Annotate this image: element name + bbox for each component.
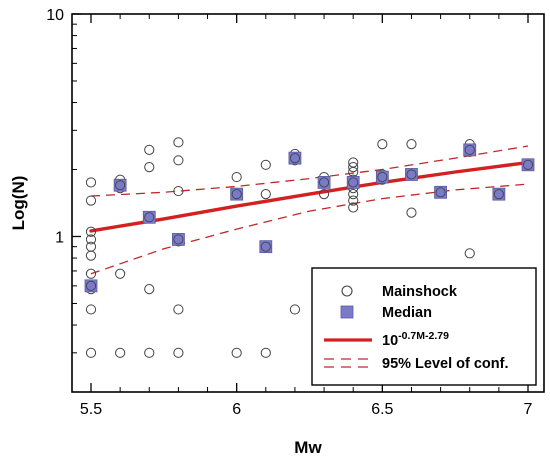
mainshock-point [348,157,359,168]
legend-fit-label: 10-0.7M-2.79 [382,330,449,349]
median-point-ring [144,212,155,223]
mainshock-point [377,139,388,150]
confidence-lower [90,183,529,275]
mainshock-point [318,189,330,200]
mainshock-point [406,139,417,150]
median-point-ring [319,177,330,188]
median-points [84,143,535,293]
mainshock-point [85,177,97,188]
median-point-ring [377,171,388,183]
y-axis-ticks: 1 10 [46,7,81,393]
legend-fit-exponent: -0.7M-2.79 [398,330,449,342]
mainshock-point [260,347,271,358]
mainshock-point [348,162,359,173]
confidence-upper [90,145,529,197]
x-tick-label: 5.5 [80,401,102,418]
mainshock-point [85,347,97,358]
confidence-bands [90,145,529,275]
mainshock-point [406,207,417,218]
mainshock-point [231,347,242,358]
median-point-ring [173,234,184,245]
mainshock-point [85,226,97,237]
mainshock-point [464,248,475,259]
fit-line [89,160,530,233]
mainshock-point [85,268,97,279]
legend-median-label: Median [382,305,432,321]
median-point-ring [464,144,475,155]
median-point-ring [289,153,300,164]
x-axis-ticks: 5.5 6 6.5 7 [80,14,533,418]
legend-median-marker [340,305,354,319]
mainshock-point [173,304,184,315]
mainshock-point [260,159,271,170]
median-point-ring [85,280,97,291]
mainshock-point [85,234,97,245]
x-tick-label: 6 [232,401,241,418]
mainshock-point [85,241,97,252]
y-tick-label: 10 [46,7,64,24]
median-point-ring [522,159,534,170]
legend-fit-base: 10 [382,333,398,349]
mainshock-point [144,162,155,173]
mainshock-point [85,195,97,206]
median-point-ring [260,241,271,252]
mainshock-point [173,137,184,148]
median-point-ring [231,189,242,200]
mainshock-point [85,250,97,261]
mainshock-point [289,304,301,315]
median-point-ring [115,180,126,191]
mainshock-point [144,347,155,358]
median-point-ring [348,177,359,188]
y-tick-label: 1 [55,229,64,246]
mainshock-point [173,347,184,358]
mainshock-point [173,155,184,166]
x-axis-title: Mw [294,438,322,457]
median-point-ring [406,169,417,180]
x-tick-label: 7 [524,401,533,418]
mainshock-point [260,189,271,200]
mainshock-point [144,144,155,156]
legend-mainshock-marker [341,285,353,297]
legend-box [311,267,537,386]
legend: Mainshock Median 10-0.7M-2.79 95% Level … [311,267,537,386]
fit-line-layer [89,160,530,233]
x-tick-label: 6.5 [371,401,393,418]
mainshock-point [115,347,126,358]
median-point-ring [493,189,504,200]
plot-frame [71,13,545,393]
mainshock-point [231,171,242,183]
mainshock-point [115,268,126,279]
mainshock-point [85,304,97,315]
mainshock-point [348,189,359,200]
mainshock-point [173,185,184,197]
median-point-ring [435,187,446,198]
mainshock-point [348,195,359,206]
legend-conf-label: 95% Level of conf. [382,356,509,372]
mainshock-point [144,284,155,295]
y-axis-title: Log(N) [9,176,28,231]
mainshock-point [348,202,359,213]
legend-mainshock-label: Mainshock [382,284,458,300]
